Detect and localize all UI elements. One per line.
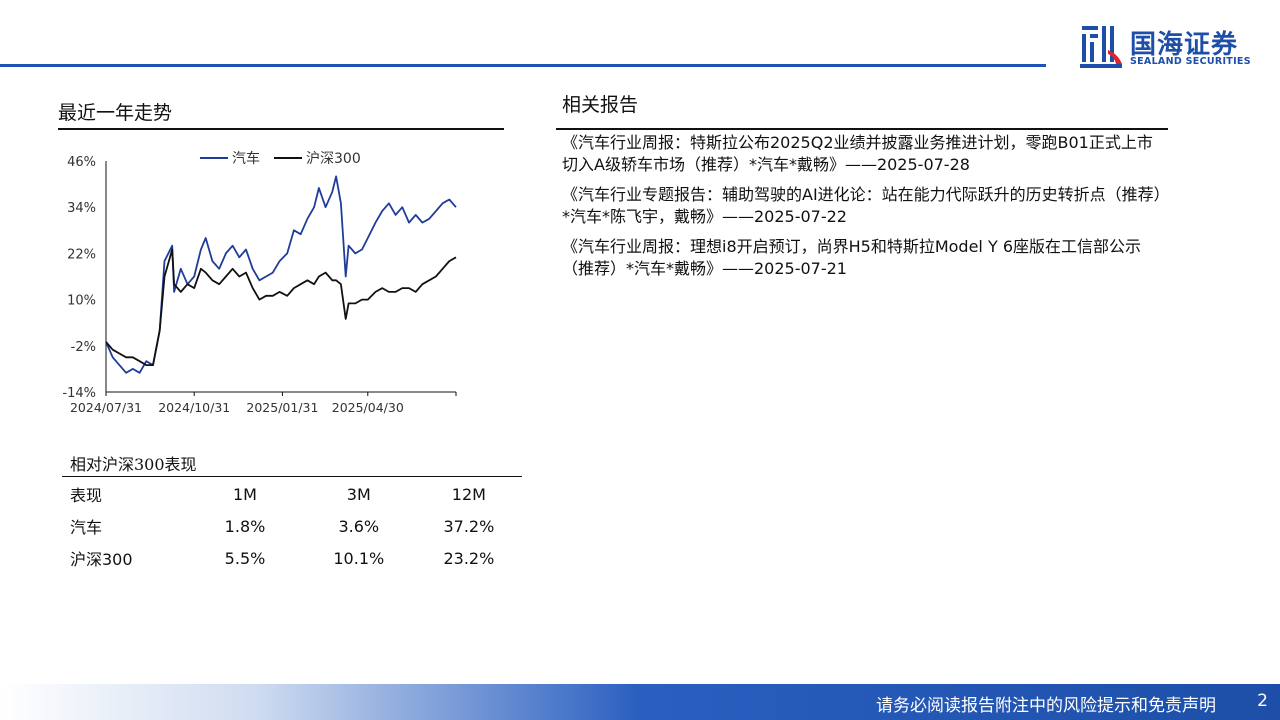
perf-header-3m: 3M	[346, 484, 371, 504]
page-number: 2	[1257, 691, 1268, 711]
related-reports-list: 《汽车行业周报：特斯拉公布2025Q2业绩并披露业务推进计划，零跑B01正式上市…	[562, 132, 1162, 288]
perf-header-1m: 1M	[233, 484, 257, 504]
logo-name-cn: 国海证券	[1130, 30, 1239, 60]
perf-row-label: 汽车	[70, 518, 103, 537]
y-axis: 46% 34% 22% 10% -2% -14%	[62, 155, 107, 401]
perf-cell: 37.2%	[443, 516, 495, 536]
legend-label: 沪深300	[306, 151, 361, 167]
x-tick-label: 2025/04/30	[332, 400, 404, 415]
x-tick-label: 2025/01/31	[246, 400, 318, 415]
legend-label: 汽车	[232, 150, 260, 167]
y-tick-label: -14%	[62, 386, 96, 401]
y-tick-label: 46%	[67, 155, 96, 170]
perf-cell: 10.1%	[333, 548, 385, 568]
perf-header-label: 表现	[70, 486, 103, 505]
company-logo: 国海证券 SEALAND SECURITIES	[1078, 24, 1258, 70]
footer-bar: 请务必阅读报告附注中的风险提示和免责声明 2	[0, 684, 1280, 720]
perf-cell: 3.6%	[338, 516, 380, 536]
list-item[interactable]: 《汽车行业专题报告：辅助驾驶的AI进化论：站在能力代际跃升的历史转折点（推荐）*…	[562, 185, 1162, 226]
trend-title: 最近一年走势	[58, 102, 173, 124]
trend-line-chart: 汽车 沪深300 46%34%22%10%-2%-14% 2024/07/31 20…	[62, 150, 457, 415]
table-row: 汽车 1.8% 3.6% 37.2%	[62, 510, 522, 542]
y-tick-label: 22%	[67, 247, 96, 262]
logo-mark-icon	[1080, 26, 1122, 68]
perf-row-label: 沪深300	[70, 550, 133, 569]
header-rule	[0, 64, 1046, 67]
chart-legend: 汽车 沪深300	[200, 150, 361, 167]
perf-cell: 1.8%	[224, 516, 266, 536]
list-item[interactable]: 《汽车行业周报：特斯拉公布2025Q2业绩并披露业务推进计划，零跑B01正式上市…	[562, 133, 1153, 174]
chart-series	[105, 175, 457, 374]
reports-title-rule	[556, 128, 1168, 130]
perf-header-row: 表现 1M 3M 12M	[62, 478, 522, 510]
x-tick-label: 2024/10/31	[158, 400, 230, 415]
perf-table: 表现 1M 3M 12M 汽车 1.8% 3.6% 37.2% 沪深300 5.…	[62, 478, 522, 574]
y-tick-label: 34%	[67, 201, 96, 216]
series-line-汽车	[105, 175, 457, 374]
perf-header-12m: 12M	[451, 484, 486, 504]
logo-name-en: SEALAND SECURITIES	[1130, 56, 1251, 67]
y-tick-label: 10%	[67, 294, 96, 309]
x-tick-label: 2024/07/31	[70, 400, 142, 415]
perf-title: 相对沪深300表现	[70, 455, 197, 474]
reports-title: 相关报告	[562, 94, 639, 116]
perf-title-rule	[62, 476, 522, 477]
series-line-沪深300	[105, 248, 457, 366]
perf-cell: 23.2%	[443, 548, 495, 568]
perf-cell: 5.5%	[224, 548, 266, 568]
footer-disclaimer: 请务必阅读报告附注中的风险提示和免责声明	[876, 696, 1216, 716]
table-row: 沪深300 5.5% 10.1% 23.2%	[62, 542, 522, 574]
trend-title-rule	[58, 128, 504, 130]
x-axis: 2024/07/31 2024/10/31 2025/01/31 2025/04/30	[70, 391, 457, 415]
list-item[interactable]: 《汽车行业周报：理想i8开启预订，尚界H5和特斯拉Model Y 6座版在工信部…	[562, 237, 1142, 278]
y-tick-label: -2%	[71, 340, 96, 355]
